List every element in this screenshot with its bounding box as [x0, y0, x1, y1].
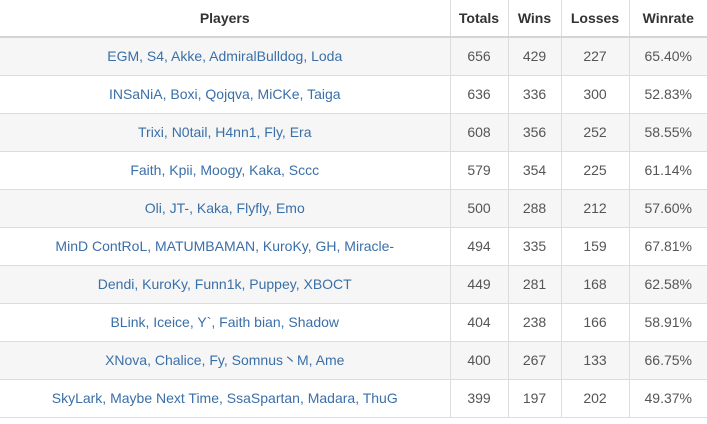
- players-link[interactable]: BLink, Iceice, Y`, Faith bian, Shadow: [110, 314, 340, 330]
- winrate-cell: 67.81%: [629, 227, 707, 266]
- totals-cell: 399: [450, 379, 509, 418]
- wins-cell: 335: [508, 227, 562, 266]
- players-link[interactable]: Oli, JT-, Kaka, Flyfly, Emo: [144, 200, 305, 216]
- winrate-cell: 52.83%: [629, 75, 707, 114]
- winrate-cell: 58.91%: [629, 303, 707, 342]
- losses-cell: 225: [561, 151, 630, 190]
- table-row: Oli, JT-, Kaka, Flyfly, Emo 500 288 212 …: [0, 189, 707, 228]
- table-row: EGM, S4, Akke, AdmiralBulldog, Loda 656 …: [0, 37, 707, 76]
- table-row: BLink, Iceice, Y`, Faith bian, Shadow 40…: [0, 303, 707, 342]
- winrate-cell: 65.40%: [629, 37, 707, 76]
- losses-cell: 202: [561, 379, 630, 418]
- wins-cell: 288: [508, 189, 562, 228]
- players-link[interactable]: Faith, Kpii, Moogy, Kaka, Sccc: [130, 162, 320, 178]
- winrate-cell: 49.37%: [629, 379, 707, 418]
- table-header-row: Players Totals Wins Losses Winrate: [0, 0, 707, 38]
- wins-cell: 354: [508, 151, 562, 190]
- totals-cell: 404: [450, 303, 509, 342]
- totals-cell: 500: [450, 189, 509, 228]
- table-row: Trixi, N0tail, H4nn1, Fly, Era 608 356 2…: [0, 113, 707, 152]
- players-link[interactable]: SkyLark, Maybe Next Time, SsaSpartan, Ma…: [51, 390, 398, 406]
- players-link[interactable]: MinD ContRoL, MATUMBAMAN, KuroKy, GH, Mi…: [55, 238, 395, 254]
- losses-cell: 166: [561, 303, 630, 342]
- header-totals[interactable]: Totals: [450, 0, 509, 38]
- table-row: XNova, Chalice, Fy, Somnus丶M, Ame 400 26…: [0, 341, 707, 380]
- losses-cell: 300: [561, 75, 630, 114]
- wins-cell: 356: [508, 113, 562, 152]
- losses-cell: 133: [561, 341, 630, 380]
- winrate-cell: 62.58%: [629, 265, 707, 304]
- winrate-cell: 58.55%: [629, 113, 707, 152]
- totals-cell: 494: [450, 227, 509, 266]
- table-row: MinD ContRoL, MATUMBAMAN, KuroKy, GH, Mi…: [0, 227, 707, 266]
- losses-cell: 252: [561, 113, 630, 152]
- losses-cell: 159: [561, 227, 630, 266]
- header-winrate[interactable]: Winrate: [629, 0, 707, 38]
- totals-cell: 449: [450, 265, 509, 304]
- losses-cell: 168: [561, 265, 630, 304]
- wins-cell: 267: [508, 341, 562, 380]
- table-row: SkyLark, Maybe Next Time, SsaSpartan, Ma…: [0, 379, 707, 418]
- players-link[interactable]: Trixi, N0tail, H4nn1, Fly, Era: [138, 124, 312, 140]
- table-row: INSaNiA, Boxi, Qojqva, MiCKe, Taiga 636 …: [0, 75, 707, 114]
- winrate-cell: 66.75%: [629, 341, 707, 380]
- losses-cell: 227: [561, 37, 630, 76]
- players-link[interactable]: INSaNiA, Boxi, Qojqva, MiCKe, Taiga: [108, 86, 341, 102]
- wins-cell: 336: [508, 75, 562, 114]
- players-link[interactable]: EGM, S4, Akke, AdmiralBulldog, Loda: [107, 48, 343, 65]
- totals-cell: 400: [450, 341, 509, 380]
- totals-cell: 656: [450, 37, 509, 76]
- losses-cell: 212: [561, 189, 630, 228]
- winrate-cell: 57.60%: [629, 189, 707, 228]
- table-row: Dendi, KuroKy, Funn1k, Puppey, XBOCT 449…: [0, 265, 707, 304]
- wins-cell: 238: [508, 303, 562, 342]
- players-link[interactable]: Dendi, KuroKy, Funn1k, Puppey, XBOCT: [97, 276, 352, 292]
- header-losses[interactable]: Losses: [561, 0, 630, 38]
- wins-cell: 281: [508, 265, 562, 304]
- totals-cell: 579: [450, 151, 509, 190]
- wins-cell: 429: [508, 37, 562, 76]
- totals-cell: 636: [450, 75, 509, 114]
- table-row: Faith, Kpii, Moogy, Kaka, Sccc 579 354 2…: [0, 151, 707, 190]
- winrate-cell: 61.14%: [629, 151, 707, 190]
- wins-cell: 197: [508, 379, 562, 418]
- header-players[interactable]: Players: [0, 0, 451, 38]
- players-link[interactable]: XNova, Chalice, Fy, Somnus丶M, Ame: [105, 352, 345, 368]
- totals-cell: 608: [450, 113, 509, 152]
- header-wins[interactable]: Wins: [508, 0, 562, 38]
